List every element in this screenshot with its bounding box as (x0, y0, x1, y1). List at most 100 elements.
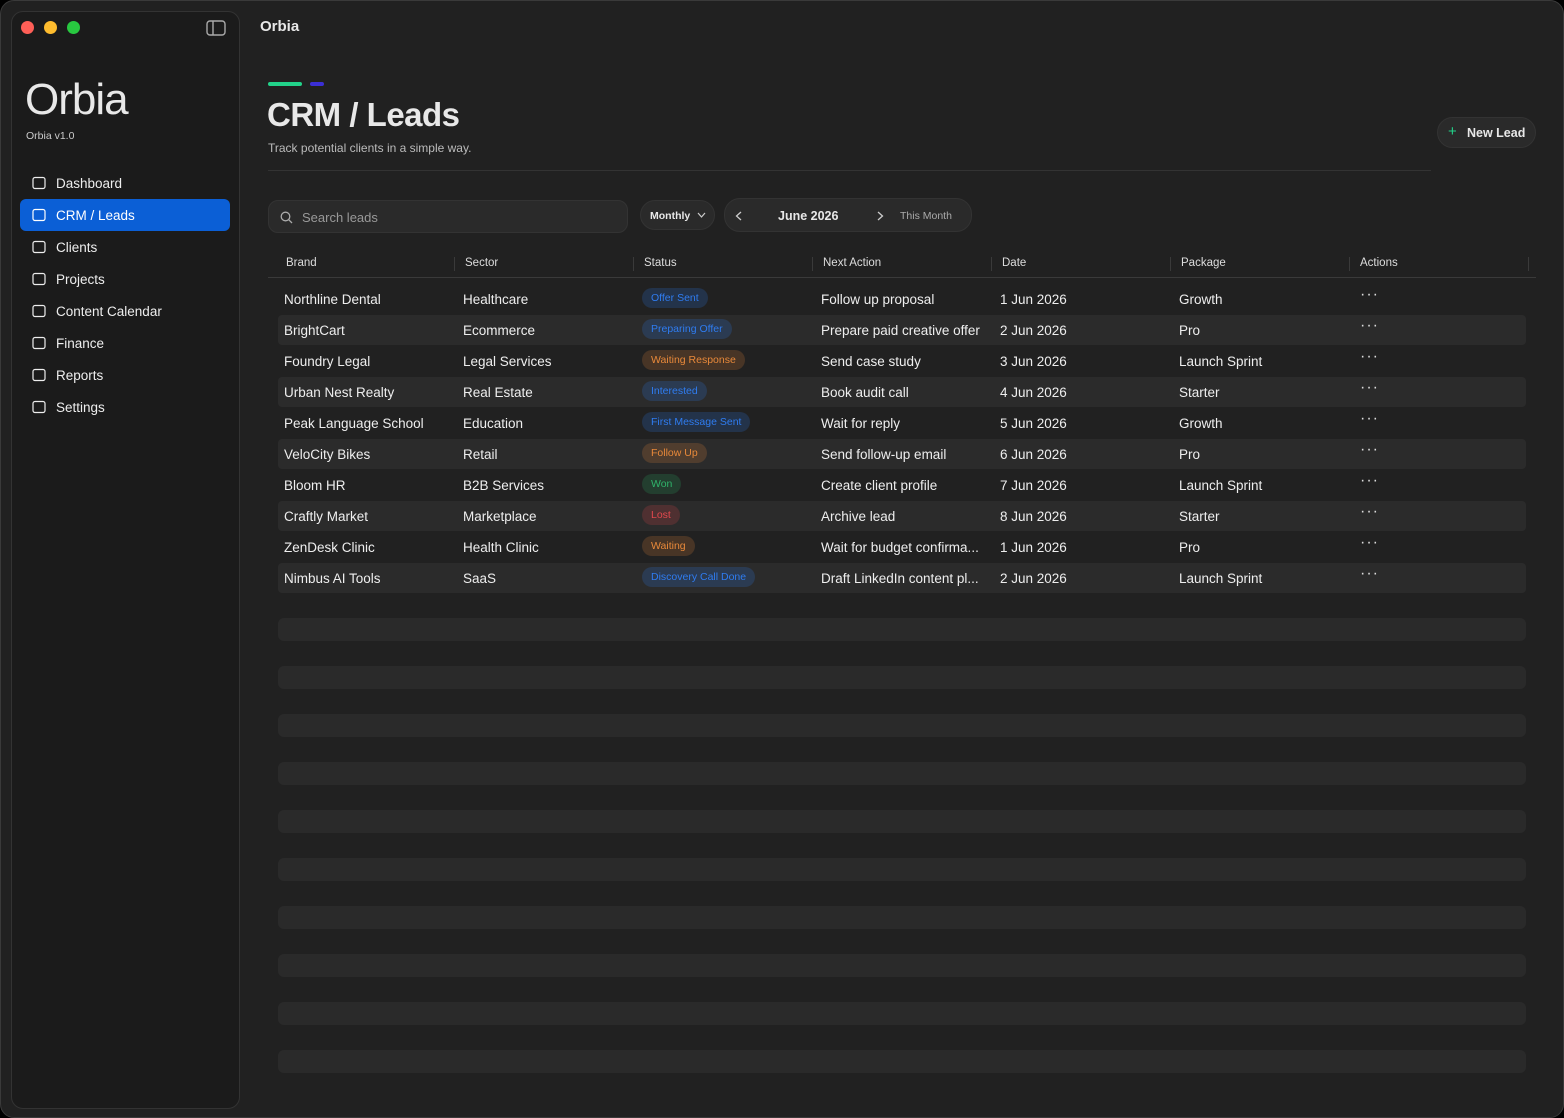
cell-sector: Real Estate (463, 385, 533, 400)
cell-sector: B2B Services (463, 478, 545, 493)
cell-brand: VeloCity Bikes (284, 447, 371, 462)
nav-item[interactable]: Finance (20, 327, 230, 359)
nav-item[interactable]: Dashboard (20, 167, 230, 199)
cell-next-action: Book audit call (821, 385, 909, 400)
new-lead-button[interactable]: + New Lead (1437, 117, 1536, 148)
skeleton-row (278, 906, 1526, 929)
cell-sector: Retail (463, 447, 498, 462)
nav-item[interactable]: CRM / Leads (20, 199, 230, 231)
cell-package: Pro (1179, 323, 1201, 338)
nav-icon (32, 240, 46, 254)
skeleton-row (278, 762, 1526, 785)
prev-button[interactable] (735, 211, 742, 221)
close-button[interactable] (21, 21, 34, 34)
cell-brand: Nimbus AI Tools (284, 571, 381, 586)
status-badge: Won (642, 474, 682, 494)
logo: Orbia (25, 75, 129, 124)
cell-package: Launch Sprint (1179, 478, 1263, 493)
cell-brand: ZenDesk Clinic (284, 540, 375, 555)
status-badge: Interested (642, 381, 707, 401)
table-row[interactable] (278, 501, 1526, 531)
cell-date: 7 Jun 2026 (1000, 478, 1067, 493)
nav-icon (32, 208, 46, 222)
search-box[interactable]: Search leads (268, 200, 628, 233)
skeleton-row (278, 1002, 1526, 1025)
chevron (697, 212, 706, 218)
skeleton-row (278, 618, 1526, 641)
skeleton-row (278, 666, 1526, 689)
cell-next-action: Follow up proposal (821, 292, 935, 307)
nav-item[interactable]: Settings (20, 391, 230, 423)
column-separator (991, 257, 992, 271)
column-separator (812, 257, 813, 271)
cell-package: Pro (1179, 540, 1201, 555)
status-badge: Preparing Offer (642, 319, 732, 339)
table-row[interactable] (278, 315, 1526, 345)
date-navigator: June 2026 This Month (724, 198, 972, 232)
period-select[interactable]: Monthly (640, 200, 715, 230)
page-title: CRM / Leads (267, 96, 460, 133)
row-actions[interactable]: ··· (1360, 441, 1379, 458)
cell-brand: Bloom HR (284, 478, 346, 493)
button-label: New Lead (1467, 126, 1526, 140)
cell-package: Starter (1179, 385, 1220, 400)
minimize-button[interactable] (44, 21, 57, 34)
cell-next-action: Prepare paid creative offer (821, 323, 980, 338)
row-actions[interactable]: ··· (1360, 348, 1379, 365)
column-header: Sector (465, 257, 499, 269)
column-separator (633, 257, 634, 271)
sidebar-toggle[interactable] (206, 20, 226, 36)
row-actions[interactable]: ··· (1360, 565, 1379, 582)
cell-date: 5 Jun 2026 (1000, 416, 1067, 431)
cell-next-action: Send case study (821, 354, 921, 369)
column-separator (1528, 257, 1529, 271)
row-actions[interactable]: ··· (1360, 286, 1379, 303)
zoom-button[interactable] (67, 21, 80, 34)
cell-date: 6 Jun 2026 (1000, 447, 1067, 462)
skeleton-row (278, 1050, 1526, 1073)
nav-item[interactable]: Clients (20, 231, 230, 263)
status-badge: Waiting (642, 536, 695, 556)
page-subtitle: Track potential clients in a simple way. (268, 141, 472, 155)
divider (268, 170, 1431, 171)
column-separator (454, 257, 455, 271)
table-row[interactable] (278, 563, 1526, 593)
cell-sector: Health Clinic (463, 540, 539, 555)
nav-item[interactable]: Content Calendar (20, 295, 230, 327)
column-header: Date (1002, 257, 1027, 269)
cell-date: 2 Jun 2026 (1000, 571, 1067, 586)
skeleton-row (278, 714, 1526, 737)
next-button[interactable] (877, 211, 884, 221)
row-actions[interactable]: ··· (1360, 534, 1379, 551)
sidebar (11, 11, 240, 1109)
cell-sector: Marketplace (463, 509, 537, 524)
cell-next-action: Archive lead (821, 509, 896, 524)
row-actions[interactable]: ··· (1360, 317, 1379, 334)
this-month-button[interactable]: This Month (900, 210, 952, 222)
cell-brand: Peak Language School (284, 416, 424, 431)
cell-brand: BrightCart (284, 323, 345, 338)
column-header: Brand (286, 257, 317, 269)
nav-icon (32, 368, 46, 382)
cell-package: Growth (1179, 292, 1223, 307)
column-header: Actions (1360, 257, 1398, 269)
cell-next-action: Wait for budget confirma... (821, 540, 979, 555)
cell-next-action: Send follow-up email (821, 447, 947, 462)
row-actions[interactable]: ··· (1360, 379, 1379, 396)
row-actions[interactable]: ··· (1360, 503, 1379, 520)
row-actions[interactable]: ··· (1360, 472, 1379, 489)
cell-date: 4 Jun 2026 (1000, 385, 1067, 400)
nav-item[interactable]: Reports (20, 359, 230, 391)
table-row[interactable] (278, 439, 1526, 469)
nav-item[interactable]: Projects (20, 263, 230, 295)
row-actions[interactable]: ··· (1360, 410, 1379, 427)
month-label: June 2026 (778, 209, 839, 223)
status-badge: Offer Sent (642, 288, 708, 308)
column-separator (1170, 257, 1171, 271)
column-header: Status (644, 257, 677, 269)
skeleton-row (278, 810, 1526, 833)
status-badge: Waiting Response (642, 350, 745, 370)
nav-icon (32, 304, 46, 318)
table-row[interactable] (278, 377, 1526, 407)
cell-date: 1 Jun 2026 (1000, 540, 1067, 555)
